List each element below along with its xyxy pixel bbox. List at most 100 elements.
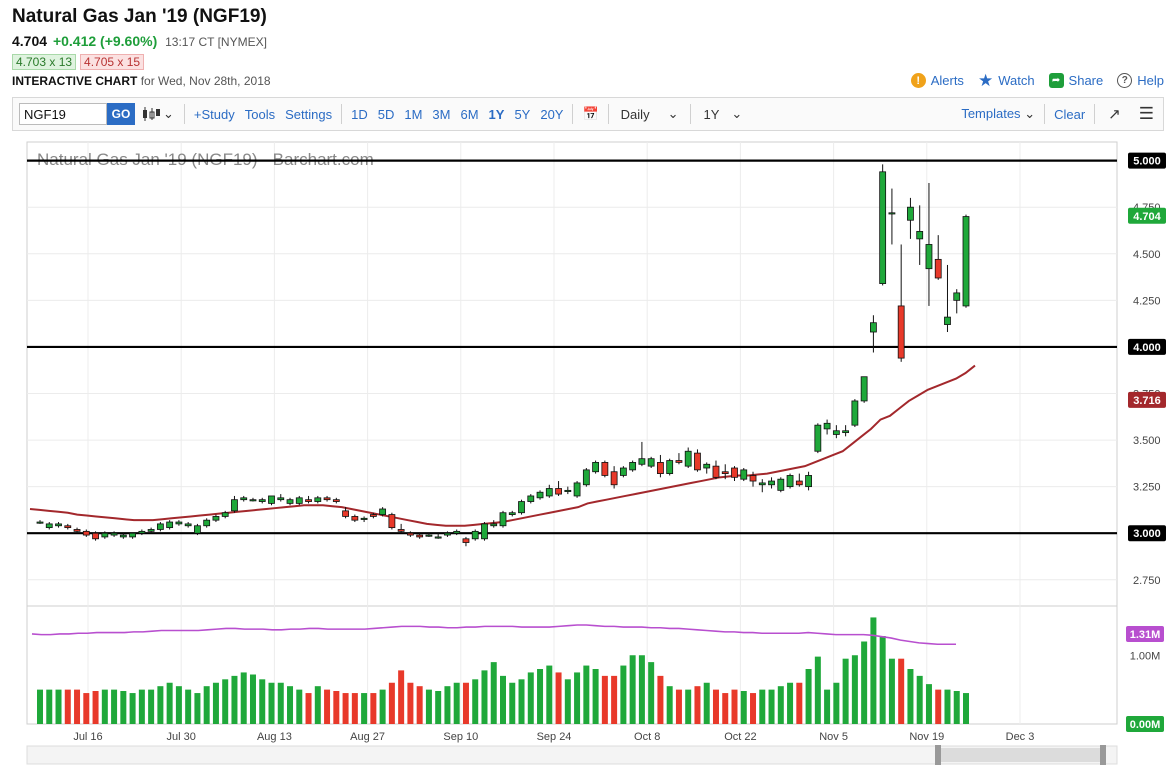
chart-type-dropdown[interactable]: ⌄ <box>135 106 180 122</box>
interactive-chart-label: INTERACTIVE CHART for Wed, Nov 28th, 201… <box>12 74 271 88</box>
period-button-1d[interactable]: 1D <box>351 106 368 122</box>
candle <box>879 164 887 286</box>
calendar-icon[interactable]: 📅 <box>582 106 599 121</box>
candle <box>166 520 174 530</box>
candle <box>462 536 470 547</box>
x-tick-label: Dec 3 <box>1006 731 1035 743</box>
x-tick-label: Sep 24 <box>537 731 572 743</box>
candle-body <box>832 430 840 435</box>
candle-body <box>379 508 387 515</box>
volume-bar <box>657 675 664 724</box>
volume-bar <box>37 689 43 724</box>
symbol-input[interactable] <box>19 103 107 125</box>
candle-body <box>712 465 720 478</box>
x-tick-label: Oct 8 <box>634 731 660 743</box>
volume-bar <box>212 682 219 724</box>
volume-bar <box>842 658 849 724</box>
candle-body <box>397 529 405 532</box>
volume-bar <box>898 658 905 724</box>
volume-bar <box>240 672 247 724</box>
volume-bar <box>611 675 618 724</box>
period-button-1y[interactable]: 1Y <box>488 106 505 122</box>
help-link[interactable]: ? Help <box>1117 73 1164 88</box>
period-button-20y[interactable]: 20Y <box>540 106 564 122</box>
candle <box>527 494 535 504</box>
quote-time: 13:17 CT [NYMEX] <box>165 35 267 49</box>
volume-bar <box>564 679 571 724</box>
volume-bar <box>629 655 636 724</box>
x-tick-label: Nov 19 <box>909 731 944 743</box>
interval-value: Daily <box>620 106 650 122</box>
candle-body <box>805 475 812 488</box>
study-button[interactable]: +Study <box>193 106 235 122</box>
range-dropdown[interactable]: 1Y ⌄ <box>695 106 750 122</box>
menu-icon[interactable]: ☰ <box>1138 104 1154 123</box>
clear-button[interactable]: Clear <box>1054 106 1086 122</box>
candle-body <box>657 462 664 474</box>
volume-bar <box>703 682 710 724</box>
period-button-5y[interactable]: 5Y <box>514 106 531 122</box>
volume-bar <box>203 686 210 724</box>
candle-body <box>406 532 414 536</box>
candle-body <box>231 499 238 512</box>
candle-body <box>388 514 396 529</box>
candle <box>805 471 812 491</box>
volume-bar <box>500 675 506 724</box>
level-label-5: 5.000 <box>1133 156 1161 168</box>
candle-body <box>156 523 164 530</box>
candle <box>194 523 201 536</box>
volume-bar <box>546 665 553 724</box>
candle-body <box>962 216 970 307</box>
candle <box>221 510 229 519</box>
templates-dropdown[interactable]: Templates ⌄ <box>956 106 1040 122</box>
candle-body <box>888 212 896 215</box>
volume-bar <box>462 682 469 724</box>
share-link[interactable]: ➦ Share <box>1048 73 1103 88</box>
x-tick-label: Sep 10 <box>443 731 478 743</box>
tools-button[interactable]: Tools <box>244 106 276 122</box>
candlestick-icon <box>143 107 160 121</box>
volume-bar <box>259 679 266 724</box>
candle <box>851 399 859 428</box>
volume-bar <box>453 682 460 724</box>
volume-bar <box>231 675 238 724</box>
candle <box>92 531 99 541</box>
expand-icon[interactable]: ↗ <box>1108 106 1121 123</box>
chart-title: Natural Gas Jan '19 (NGF19) - Barchart.c… <box>37 150 374 169</box>
candle-body <box>110 532 118 536</box>
go-button[interactable]: GO <box>107 103 135 125</box>
settings-button[interactable]: Settings <box>285 106 333 122</box>
volume-ma-line <box>31 624 956 646</box>
alerts-link[interactable]: ! Alerts <box>910 73 964 88</box>
period-button-6m[interactable]: 6M <box>460 106 479 122</box>
volume-bar <box>833 682 840 724</box>
volume-bar <box>194 693 201 724</box>
period-button-1m[interactable]: 1M <box>404 106 423 122</box>
period-button-5d[interactable]: 5D <box>377 106 395 122</box>
help-icon: ? <box>1117 73 1133 88</box>
candle <box>675 453 683 465</box>
candle-body <box>221 512 229 517</box>
candle <box>573 481 581 498</box>
candle <box>119 533 127 539</box>
candle <box>249 497 257 502</box>
candle <box>712 460 720 480</box>
candle-body <box>175 521 183 525</box>
period-button-3m[interactable]: 3M <box>432 106 451 122</box>
interval-dropdown[interactable]: Daily ⌄ <box>613 106 687 122</box>
candle-body <box>703 463 711 469</box>
volume-bar <box>379 689 386 724</box>
watch-link[interactable]: ★ Watch <box>977 71 1035 90</box>
star-icon: ★ <box>977 71 994 90</box>
x-tick-label: Aug 13 <box>257 731 292 743</box>
candle-body <box>582 469 590 486</box>
volume-bar <box>64 689 71 724</box>
candle-body <box>194 525 201 534</box>
candle-body <box>240 497 248 501</box>
candle <box>499 510 507 528</box>
y-tick-label: 3.250 <box>1133 482 1161 494</box>
candle <box>749 471 757 487</box>
volume-bar <box>685 689 692 724</box>
candle-body <box>953 292 961 301</box>
candle-body <box>268 495 275 504</box>
